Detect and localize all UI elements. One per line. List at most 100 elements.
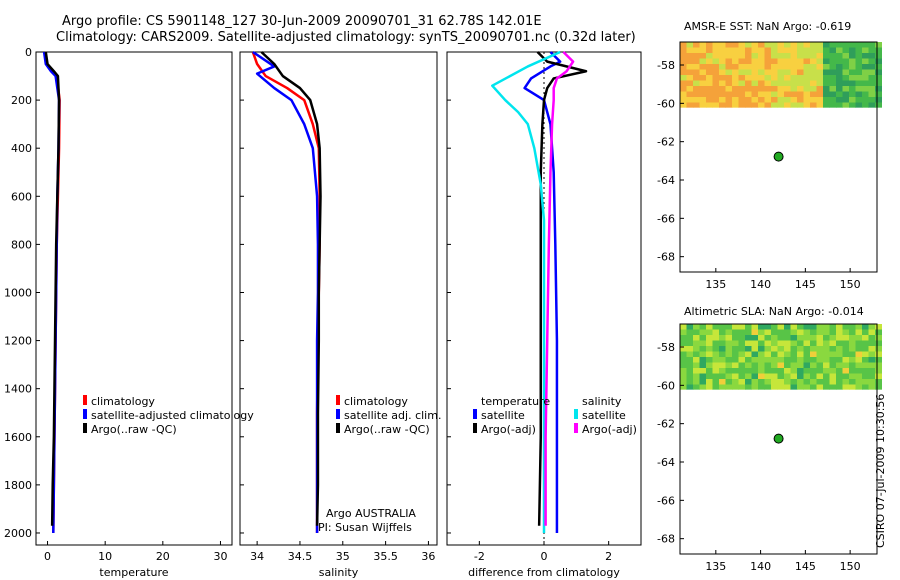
heatmap-cell: [680, 91, 687, 98]
heatmap-cell: [868, 351, 876, 358]
heatmap-cell: [725, 91, 733, 98]
heatmap-cell: [784, 97, 791, 103]
heatmap-cell: [862, 91, 869, 98]
heatmap-cell: [816, 53, 824, 59]
map-y-tick-label: -66: [657, 494, 675, 507]
map-y-tick-label: -62: [657, 418, 675, 431]
heatmap-cell: [686, 324, 694, 330]
heatmap-cell: [732, 53, 739, 59]
heatmap-cell: [855, 346, 863, 352]
heatmap-cell: [849, 384, 856, 390]
heatmap-cell: [790, 351, 798, 358]
heatmap-cell: [862, 324, 869, 330]
heatmap-cell: [784, 69, 791, 76]
heatmap-cell: [764, 373, 772, 380]
heatmap-cell: [777, 340, 785, 347]
heatmap-cell: [784, 80, 791, 87]
heatmap-cell: [693, 329, 700, 336]
figure-title-line2: Climatology: CARS2009. Satellite-adjuste…: [56, 30, 636, 45]
heatmap-cell: [810, 64, 817, 70]
heatmap-cell: [829, 384, 837, 390]
heatmap-cell: [855, 324, 863, 330]
heatmap-cell: [862, 384, 869, 390]
heatmap-cell: [771, 91, 778, 98]
heatmap-cell: [693, 69, 700, 76]
heatmap-cell: [712, 64, 720, 70]
heatmap-cell: [680, 368, 687, 374]
heatmap-cell: [797, 102, 804, 108]
heatmap-cell: [810, 368, 817, 374]
series-line-argo-raw-qc-: [260, 51, 322, 526]
heatmap-cell: [790, 86, 798, 92]
heatmap-cell: [745, 357, 752, 363]
heatmap-cell: [823, 69, 830, 76]
heatmap-cell: [855, 357, 863, 363]
heatmap-cell: [829, 64, 837, 70]
heatmap-cell: [686, 351, 694, 358]
heatmap-cell: [745, 86, 752, 92]
heatmap-cell: [823, 351, 830, 358]
heatmap-cell: [738, 53, 746, 59]
heatmap-cell: [790, 91, 798, 98]
heatmap-cell: [680, 80, 687, 87]
heatmap-cell: [712, 80, 720, 87]
heatmap-cell: [784, 373, 791, 380]
heatmap-cell: [855, 69, 863, 76]
heatmap-cell: [732, 69, 739, 76]
heatmap-cell: [771, 329, 778, 336]
legend-climatology: climatology: [344, 395, 408, 408]
heatmap-cell: [719, 373, 726, 380]
heatmap-cell: [823, 47, 830, 54]
heatmap-cell: [816, 340, 824, 347]
heatmap-cell: [751, 80, 759, 87]
map-x-tick-label: 150: [840, 560, 861, 573]
heatmap-cell: [719, 64, 726, 70]
heatmap-cell: [784, 384, 791, 390]
legend-argo-swatch: [83, 423, 87, 433]
heatmap-cell: [680, 58, 687, 65]
heatmap-cell: [797, 329, 804, 336]
heatmap-cell: [686, 64, 694, 70]
heatmap-cell: [810, 346, 817, 352]
heatmap-cell: [725, 379, 733, 385]
heatmap-cell: [706, 86, 713, 92]
heatmap-cell: [699, 75, 707, 81]
heatmap-cell: [790, 368, 798, 374]
heatmap-cell: [842, 86, 850, 92]
heatmap-cell: [862, 362, 869, 369]
map-y-tick-label: -68: [657, 533, 675, 546]
heatmap-cell: [855, 351, 863, 358]
heatmap-cell: [706, 75, 713, 81]
heatmap-cell: [738, 379, 746, 385]
heatmap-cell: [777, 346, 785, 352]
heatmap-cell: [836, 58, 843, 65]
heatmap-cell: [855, 91, 863, 98]
heatmap-cell: [823, 53, 830, 59]
map-y-tick-label: -60: [657, 379, 675, 392]
heatmap-cell: [777, 384, 785, 390]
heatmap-cell: [764, 384, 772, 390]
heatmap-cell: [810, 102, 817, 108]
heatmap-cell: [706, 58, 713, 65]
heatmap-cell: [712, 368, 720, 374]
heatmap-cell: [810, 58, 817, 65]
heatmap-cell: [699, 102, 707, 108]
heatmap-cell: [790, 335, 798, 341]
heatmap-cell: [738, 335, 746, 341]
heatmap-cell: [823, 75, 830, 81]
heatmap-cell: [771, 362, 778, 369]
heatmap-cell: [790, 69, 798, 76]
heatmap-cell: [803, 357, 811, 363]
heatmap-cell: [758, 329, 765, 336]
x-tick-label: 34.5: [288, 550, 313, 563]
heatmap-cell: [738, 64, 746, 70]
heatmap-cell: [771, 86, 778, 92]
heatmap-cell: [784, 47, 791, 54]
heatmap-cell: [868, 86, 876, 92]
heatmap-cell: [875, 69, 882, 76]
heatmap-cell: [686, 80, 694, 87]
x-tick-label: -2: [474, 550, 485, 563]
heatmap-cell: [745, 362, 752, 369]
heatmap-cell: [712, 42, 720, 48]
heatmap-cell: [693, 75, 700, 81]
